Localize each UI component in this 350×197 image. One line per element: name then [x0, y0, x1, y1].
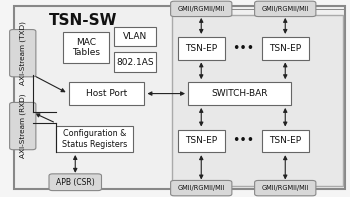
Text: SWITCH-BAR: SWITCH-BAR [211, 89, 268, 98]
FancyBboxPatch shape [69, 82, 144, 105]
Text: MAC
Tables: MAC Tables [72, 38, 100, 57]
Text: GMII/RGMII/MII: GMII/RGMII/MII [177, 185, 225, 191]
FancyBboxPatch shape [114, 27, 156, 46]
FancyBboxPatch shape [10, 30, 36, 77]
Text: Configuration &
Status Registers: Configuration & Status Registers [62, 129, 127, 149]
FancyBboxPatch shape [177, 37, 225, 60]
FancyBboxPatch shape [170, 180, 232, 196]
FancyBboxPatch shape [10, 102, 36, 150]
Text: TSN-EP: TSN-EP [269, 136, 301, 145]
Text: GMII/RGMII/MII: GMII/RGMII/MII [261, 6, 309, 12]
FancyBboxPatch shape [172, 15, 343, 186]
Text: TSN-EP: TSN-EP [185, 136, 217, 145]
FancyBboxPatch shape [56, 126, 133, 152]
Text: •••: ••• [232, 42, 254, 55]
FancyBboxPatch shape [177, 130, 225, 152]
FancyBboxPatch shape [114, 52, 156, 72]
FancyBboxPatch shape [254, 180, 316, 196]
FancyBboxPatch shape [63, 32, 108, 63]
Text: AXI-Stream (TXD): AXI-Stream (TXD) [20, 21, 26, 85]
Text: TSN-SW: TSN-SW [49, 13, 118, 28]
FancyBboxPatch shape [262, 130, 309, 152]
FancyBboxPatch shape [14, 6, 345, 189]
FancyBboxPatch shape [262, 37, 309, 60]
Text: TSN-EP: TSN-EP [269, 44, 301, 53]
Text: TSN-EP: TSN-EP [185, 44, 217, 53]
Text: GMII/RGMII/MII: GMII/RGMII/MII [261, 185, 309, 191]
Text: APB (CSR): APB (CSR) [56, 178, 94, 187]
FancyBboxPatch shape [254, 1, 316, 17]
Text: 802.1AS: 802.1AS [116, 58, 154, 67]
Text: GMII/RGMII/MII: GMII/RGMII/MII [177, 6, 225, 12]
Text: Host Port: Host Port [86, 89, 127, 98]
FancyBboxPatch shape [49, 174, 102, 191]
Text: AXI-Stream (RXD): AXI-Stream (RXD) [20, 94, 26, 158]
FancyBboxPatch shape [188, 82, 291, 105]
FancyBboxPatch shape [170, 1, 232, 17]
Text: VLAN: VLAN [122, 32, 147, 41]
Text: •••: ••• [232, 134, 254, 147]
